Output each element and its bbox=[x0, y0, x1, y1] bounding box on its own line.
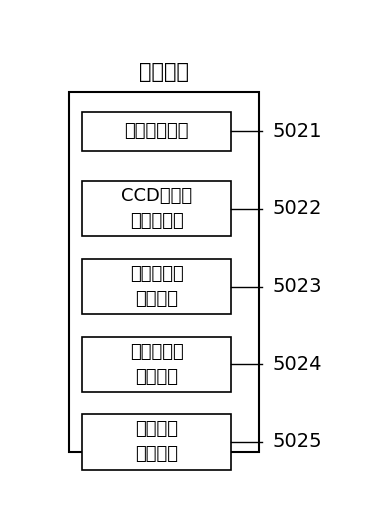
Text: 5022: 5022 bbox=[273, 199, 322, 218]
Bar bbox=[82, 181, 231, 236]
Text: 二维摆镜
控制模块: 二维摆镜 控制模块 bbox=[135, 421, 178, 464]
Text: 5021: 5021 bbox=[273, 122, 322, 141]
Text: 第二快反镜
控制模块: 第二快反镜 控制模块 bbox=[130, 342, 184, 386]
Text: 第一快反镜
控制模块: 第一快反镜 控制模块 bbox=[130, 265, 184, 308]
Text: 5023: 5023 bbox=[273, 277, 322, 296]
Bar bbox=[82, 337, 231, 392]
Bar bbox=[82, 259, 231, 314]
Text: 光电探测模块: 光电探测模块 bbox=[124, 122, 189, 140]
Text: 跟瞄系统: 跟瞄系统 bbox=[139, 62, 189, 82]
Bar bbox=[82, 414, 231, 469]
Text: 5025: 5025 bbox=[273, 432, 322, 451]
Text: CCD光斑质
心提取模块: CCD光斑质 心提取模块 bbox=[121, 187, 192, 230]
Text: 5024: 5024 bbox=[273, 355, 322, 374]
Bar bbox=[82, 112, 231, 151]
Bar bbox=[69, 92, 259, 452]
